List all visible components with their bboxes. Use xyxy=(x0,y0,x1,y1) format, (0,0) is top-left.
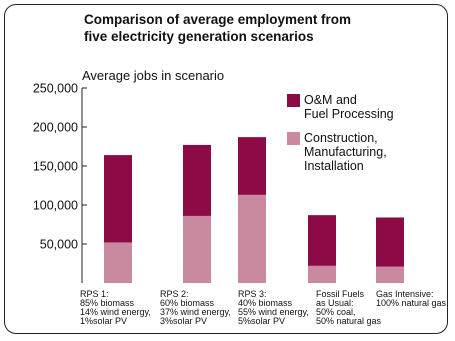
y-tick-label: 150,000 xyxy=(33,160,78,174)
x-category-label-line: 1%solar PV xyxy=(80,316,127,326)
bar-segment-1-1 xyxy=(183,144,211,216)
x-category-label-line: 3%solar PV xyxy=(160,316,207,326)
x-category-label-line: RPS 1: xyxy=(80,289,109,299)
x-category-label-line: RPS 2: xyxy=(160,289,189,299)
chart-title: Comparison of average employment from fiv… xyxy=(84,12,351,44)
bar-segment-4-1 xyxy=(376,217,404,267)
x-category-label-line: Fossil Fuels xyxy=(316,289,365,299)
legend-label-line: Construction, xyxy=(304,131,378,145)
y-tick-label: 200,000 xyxy=(33,121,78,135)
legend-label-line: O&M and xyxy=(304,93,357,107)
y-tick-label: 100,000 xyxy=(33,199,78,213)
x-category-label-line: 5%solar PV xyxy=(238,316,285,326)
x-category-label-line: as Usual: xyxy=(316,298,354,308)
x-category-label-line: RPS 3: xyxy=(238,289,267,299)
chart-title-line: Comparison of average employment from xyxy=(84,12,351,27)
y-tick-label: 250,000 xyxy=(33,82,78,96)
x-category-label-line: 60% biomass xyxy=(160,298,215,308)
y-tick-label: 50,000 xyxy=(40,238,78,252)
x-category-label-line: 37% wind energy, xyxy=(160,307,231,317)
legend-label-line: Fuel Processing xyxy=(304,107,394,121)
x-category-label-line: 50% natural gas xyxy=(316,316,382,326)
chart-frame xyxy=(4,4,448,334)
bar-segment-3-0 xyxy=(308,265,336,283)
legend-label-line: Installation xyxy=(304,159,364,173)
y-axis-label: Average jobs in scenario xyxy=(82,68,224,83)
legend-swatch-1 xyxy=(287,94,300,107)
bar-segment-4-0 xyxy=(376,266,404,283)
legend-label-line: Manufacturing, xyxy=(304,145,387,159)
bars xyxy=(104,137,404,283)
x-category-label-line: 100% natural gas xyxy=(376,298,447,308)
y-axis: 50,000 100,000 150,000 200,000 250,000 xyxy=(33,82,87,283)
bar-segment-2-1 xyxy=(238,137,266,195)
bar-segment-1-0 xyxy=(183,215,211,283)
x-category-label-line: 14% wind energy, xyxy=(80,307,151,317)
bar-segment-0-1 xyxy=(104,155,132,243)
legend-swatch-0 xyxy=(287,132,300,145)
bar-segment-2-0 xyxy=(238,194,266,283)
x-category-label-line: 55% wind energy, xyxy=(238,307,309,317)
x-category-label-line: 40% biomass xyxy=(238,298,293,308)
bar-segment-3-1 xyxy=(308,215,336,266)
bar-segment-0-0 xyxy=(104,242,132,283)
x-category-label-line: Gas Intensive: xyxy=(376,289,434,299)
chart-title-line: five electricity generation scenarios xyxy=(84,29,314,44)
x-category-label-line: 85% biomass xyxy=(80,298,135,308)
x-category-label-line: 50% coal, xyxy=(316,307,356,317)
